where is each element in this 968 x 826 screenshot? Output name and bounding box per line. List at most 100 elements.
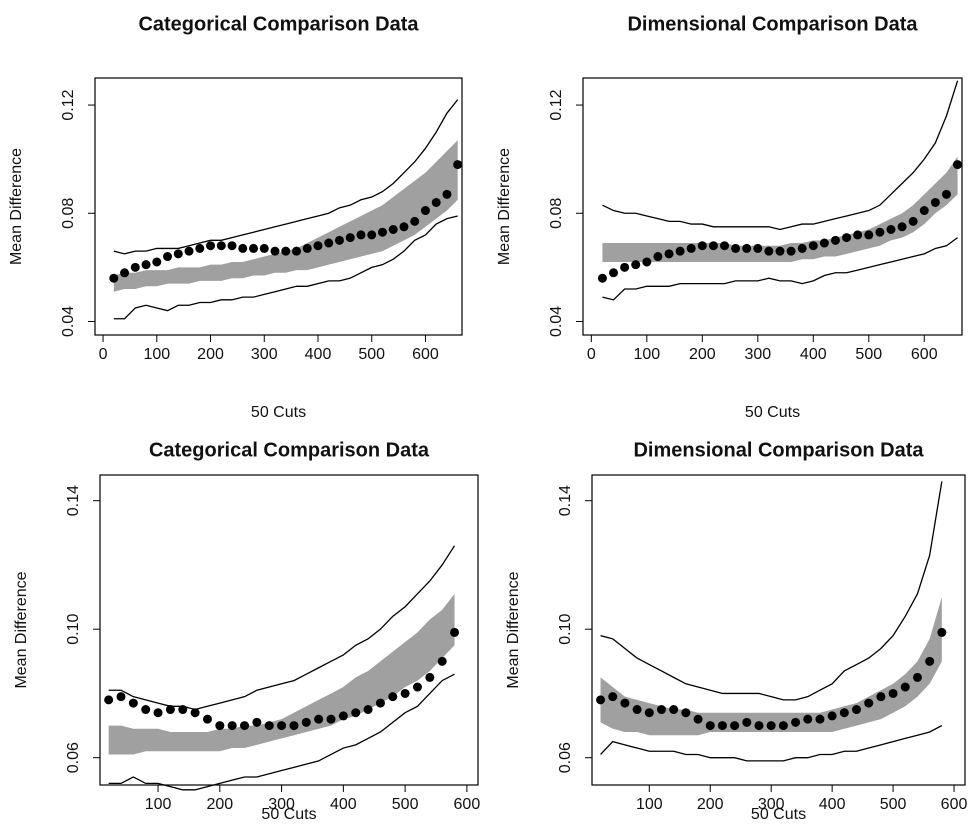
x-tick-label: 200 [206, 796, 233, 813]
data-point [609, 268, 619, 278]
data-point [839, 708, 849, 718]
data-point [797, 243, 807, 253]
x-tick-label: 100 [636, 796, 663, 813]
data-point [202, 714, 212, 724]
data-point [697, 241, 707, 251]
line [602, 237, 958, 301]
data-point [815, 714, 825, 724]
y-axis-label: Mean Difference [8, 148, 25, 265]
data-point [864, 230, 874, 240]
data-point [766, 721, 776, 731]
x-tick-label: 200 [697, 796, 724, 813]
x-tick-label: 600 [911, 346, 938, 363]
data-point [277, 721, 287, 731]
data-point [116, 692, 126, 702]
data-point [314, 714, 324, 724]
data-point [227, 721, 237, 731]
data-point [130, 262, 140, 272]
y-tick-label: 0.12 [548, 89, 565, 120]
y-tick-label: 0.14 [65, 485, 82, 516]
data-point [717, 721, 727, 731]
data-point [442, 189, 452, 199]
x-tick-label: 400 [800, 346, 827, 363]
x-tick-label: 300 [758, 796, 785, 813]
data-point [128, 698, 138, 708]
x-axis-label: 50 Cuts [251, 404, 306, 421]
line [600, 481, 943, 701]
data-point [227, 241, 237, 251]
data-point [313, 241, 323, 251]
data-point [664, 249, 674, 259]
x-tick-label: 300 [268, 796, 295, 813]
data-point [742, 717, 752, 727]
y-tick-label: 0.10 [65, 614, 82, 645]
y-axis-label: Mean Difference [505, 571, 522, 688]
y-tick-label: 0.08 [60, 198, 77, 229]
data-point [363, 705, 373, 715]
data-point [937, 627, 947, 637]
data-point [173, 249, 183, 259]
x-tick-label: 0 [99, 346, 108, 363]
data-point [693, 714, 703, 724]
data-point [206, 241, 216, 251]
data-point [326, 714, 336, 724]
data-point [425, 672, 435, 682]
data-point [377, 227, 387, 237]
data-point [754, 721, 764, 731]
y-tick-label: 0.14 [557, 485, 574, 516]
data-point [252, 717, 262, 727]
data-point [338, 711, 348, 721]
data-point [730, 721, 740, 731]
data-point [259, 243, 269, 253]
plot-box [94, 77, 463, 336]
line [113, 99, 459, 255]
data-point [399, 222, 409, 232]
data-point [897, 222, 907, 232]
data-point [778, 721, 788, 731]
x-tick-label: 500 [392, 796, 419, 813]
data-point [876, 692, 886, 702]
data-point [302, 243, 312, 253]
data-point [388, 692, 398, 702]
x-tick-label: 400 [330, 796, 357, 813]
data-point [705, 721, 715, 731]
data-point [152, 257, 162, 267]
line [600, 724, 943, 762]
x-axis-label: 50 Cuts [261, 806, 316, 823]
data-point [400, 688, 410, 698]
chart-title: Dimensional Comparison Data [633, 439, 924, 461]
x-axis-label: 50 Cuts [751, 806, 806, 823]
x-tick-label: 600 [454, 796, 481, 813]
data-point [141, 705, 151, 715]
data-point [450, 627, 460, 637]
data-point [681, 708, 691, 718]
data-point [888, 688, 898, 698]
data-point [930, 197, 940, 207]
data-point [827, 711, 837, 721]
data-point [240, 721, 250, 731]
data-point [153, 708, 163, 718]
data-point [437, 656, 447, 666]
plot-box [582, 77, 963, 336]
chart-title: Categorical Comparison Data [138, 13, 419, 35]
data-point [420, 206, 430, 216]
data-point [686, 243, 696, 253]
data-point [908, 216, 918, 226]
band [108, 593, 455, 755]
data-point [631, 260, 641, 270]
data-point [644, 708, 654, 718]
y-tick-label: 0.04 [60, 306, 77, 337]
data-point [764, 246, 774, 256]
data-point [875, 227, 885, 237]
data-point [675, 246, 685, 256]
data-point [410, 216, 420, 226]
y-tick-label: 0.10 [557, 614, 574, 645]
band [600, 597, 942, 736]
data-point [109, 273, 119, 283]
data-point [912, 672, 922, 682]
data-point [163, 252, 173, 262]
plot-box [99, 474, 479, 786]
data-point [375, 698, 385, 708]
data-point [289, 721, 299, 731]
data-point [388, 224, 398, 234]
